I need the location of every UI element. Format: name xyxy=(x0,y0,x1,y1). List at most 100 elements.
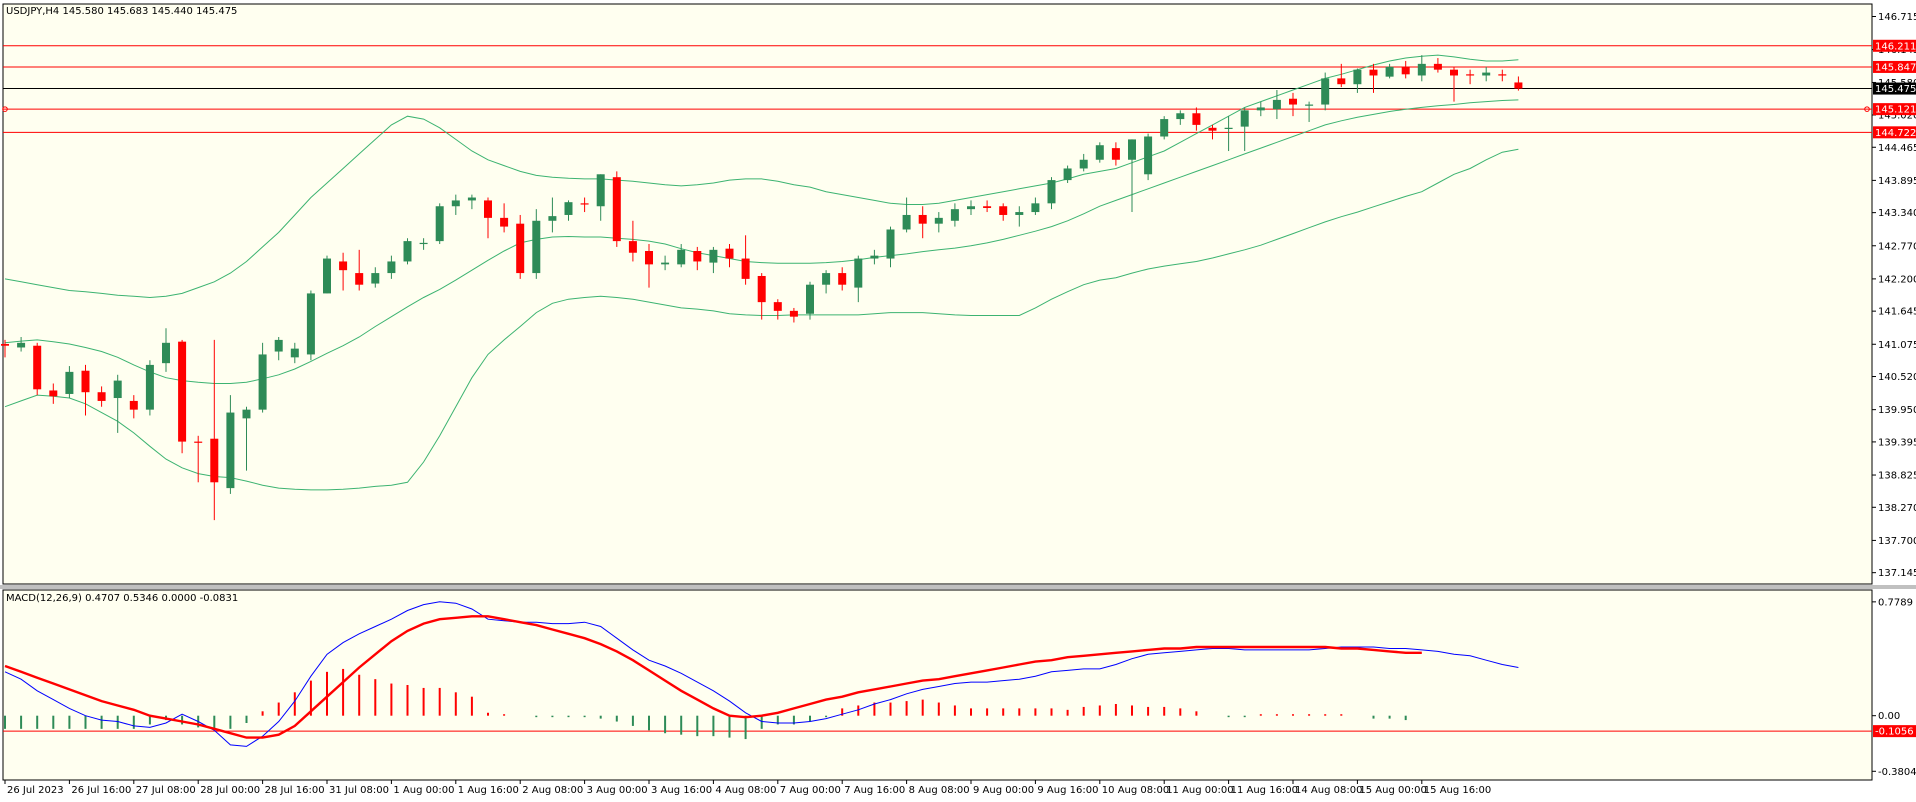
bearish-candle[interactable] xyxy=(194,441,203,443)
bearish-candle[interactable] xyxy=(789,310,798,317)
bullish-candle[interactable] xyxy=(1321,78,1330,105)
pane-separator[interactable] xyxy=(0,585,1916,589)
bullish-candle[interactable] xyxy=(162,342,170,364)
bearish-candle[interactable] xyxy=(1466,74,1475,76)
bullish-candle[interactable] xyxy=(1482,72,1491,76)
bullish-candle[interactable] xyxy=(258,354,267,410)
bullish-candle[interactable] xyxy=(467,197,476,201)
bearish-candle[interactable] xyxy=(1111,148,1120,160)
bearish-candle[interactable] xyxy=(484,200,492,218)
bearish-candle[interactable] xyxy=(97,392,106,401)
bearish-candle[interactable] xyxy=(1450,69,1458,76)
bullish-candle[interactable] xyxy=(677,249,686,265)
bullish-candle[interactable] xyxy=(65,371,74,394)
bullish-candle[interactable] xyxy=(1128,139,1136,160)
bullish-candle[interactable] xyxy=(870,255,879,259)
bullish-candle[interactable] xyxy=(1047,180,1056,204)
bullish-candle[interactable] xyxy=(950,209,959,221)
bullish-candle[interactable] xyxy=(886,229,895,259)
bullish-candle[interactable] xyxy=(387,261,396,274)
bullish-candle[interactable] xyxy=(451,200,460,207)
bullish-candle[interactable] xyxy=(290,348,299,358)
bullish-candle[interactable] xyxy=(17,342,26,348)
bearish-candle[interactable] xyxy=(741,258,750,279)
bullish-candle[interactable] xyxy=(1144,136,1153,175)
bearish-candle[interactable] xyxy=(1337,78,1346,85)
bullish-candle[interactable] xyxy=(371,273,380,284)
bearish-candle[interactable] xyxy=(210,438,219,483)
bullish-candle[interactable] xyxy=(1031,203,1040,213)
bullish-candle[interactable] xyxy=(1305,104,1314,106)
bearish-candle[interactable] xyxy=(645,250,653,265)
bullish-candle[interactable] xyxy=(532,220,541,274)
bullish-candle[interactable] xyxy=(435,206,444,242)
bearish-candle[interactable] xyxy=(1289,98,1297,105)
bullish-candle[interactable] xyxy=(854,258,863,288)
level-handle-left[interactable] xyxy=(2,106,8,112)
bullish-candle[interactable] xyxy=(1063,168,1072,181)
bullish-candle[interactable] xyxy=(1272,99,1281,110)
bearish-candle[interactable] xyxy=(1401,66,1410,75)
bearish-candle[interactable] xyxy=(178,341,187,442)
bullish-candle[interactable] xyxy=(564,202,573,215)
bullish-candle[interactable] xyxy=(242,409,251,419)
bullish-candle[interactable] xyxy=(1256,107,1265,111)
bullish-candle[interactable] xyxy=(1079,159,1088,169)
bullish-candle[interactable] xyxy=(709,249,718,263)
bullish-candle[interactable] xyxy=(306,293,315,355)
bullish-candle[interactable] xyxy=(1224,127,1233,129)
bearish-candle[interactable] xyxy=(612,177,621,242)
price-pane[interactable] xyxy=(0,3,1916,589)
bearish-candle[interactable] xyxy=(1208,127,1217,131)
bullish-candle[interactable] xyxy=(403,241,412,262)
bullish-candle[interactable] xyxy=(596,174,605,207)
bearish-candle[interactable] xyxy=(773,302,782,311)
bullish-candle[interactable] xyxy=(1385,66,1394,77)
bullish-candle[interactable] xyxy=(145,364,154,410)
bullish-candle[interactable] xyxy=(1015,212,1024,215)
bullish-candle[interactable] xyxy=(1353,69,1362,85)
bullish-candle[interactable] xyxy=(323,258,331,294)
bearish-candle[interactable] xyxy=(838,273,847,285)
bearish-candle[interactable] xyxy=(500,217,509,227)
bearish-candle[interactable] xyxy=(33,345,42,390)
bearish-candle[interactable] xyxy=(1369,69,1378,76)
bearish-candle[interactable] xyxy=(49,390,58,397)
bearish-candle[interactable] xyxy=(516,223,525,274)
bearish-candle[interactable] xyxy=(983,206,992,208)
bearish-candle[interactable] xyxy=(1514,82,1523,89)
bearish-candle[interactable] xyxy=(693,250,702,262)
bearish-candle[interactable] xyxy=(1433,63,1442,70)
bullish-candle[interactable] xyxy=(967,206,975,210)
bullish-candle[interactable] xyxy=(548,216,557,221)
bullish-candle[interactable] xyxy=(1176,113,1185,120)
bearish-candle[interactable] xyxy=(355,273,364,285)
bearish-candle[interactable] xyxy=(1498,74,1507,76)
bearish-candle[interactable] xyxy=(628,241,637,253)
bearish-candle[interactable] xyxy=(725,248,734,259)
bullish-candle[interactable] xyxy=(661,262,670,265)
bullish-candle[interactable] xyxy=(902,214,911,230)
macd-pane[interactable] xyxy=(2,589,1873,781)
bearish-candle[interactable] xyxy=(1192,113,1201,125)
bearish-candle[interactable] xyxy=(1,343,9,346)
bullish-candle[interactable] xyxy=(1240,110,1249,127)
bullish-candle[interactable] xyxy=(822,273,831,285)
bearish-candle[interactable] xyxy=(129,400,138,410)
bearish-candle[interactable] xyxy=(918,214,927,224)
bearish-candle[interactable] xyxy=(757,275,766,303)
bullish-candle[interactable] xyxy=(226,412,235,489)
bullish-candle[interactable] xyxy=(1095,145,1104,160)
bullish-candle[interactable] xyxy=(274,339,283,352)
bullish-candle[interactable] xyxy=(1160,119,1169,137)
bullish-candle[interactable] xyxy=(1417,63,1426,76)
bullish-candle[interactable] xyxy=(113,380,122,399)
bearish-candle[interactable] xyxy=(339,261,348,271)
bullish-candle[interactable] xyxy=(934,217,943,224)
level-handle-right[interactable] xyxy=(1864,106,1870,112)
bearish-candle[interactable] xyxy=(580,203,589,205)
bullish-candle[interactable] xyxy=(419,242,428,245)
bearish-candle[interactable] xyxy=(81,370,90,393)
